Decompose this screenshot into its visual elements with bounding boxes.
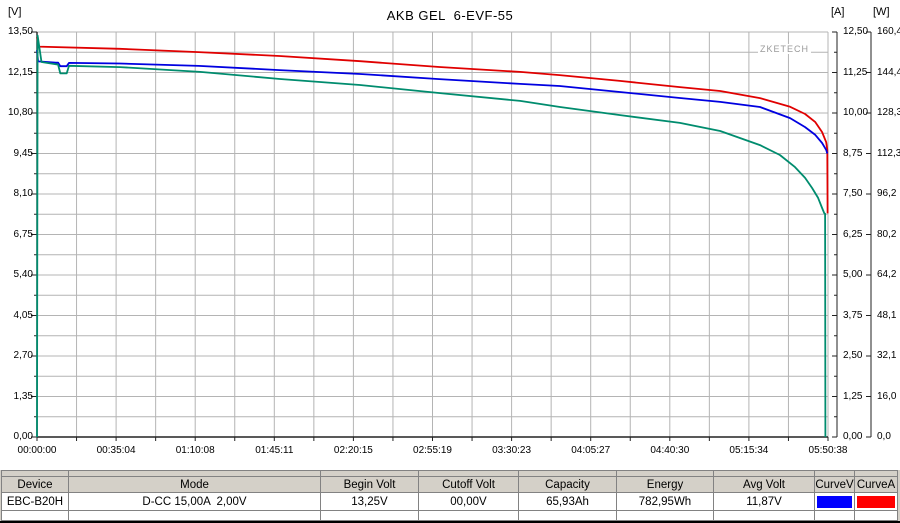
curve-a-swatch [857, 495, 895, 508]
empty-cell [814, 510, 855, 521]
a-axis-tick-label: 2,50 [843, 350, 863, 361]
w-axis-tick-label: 128,3 [877, 107, 900, 118]
value-cell-mode: D-CC 15,00A 2,00V [68, 492, 321, 511]
a-axis-tick-label: 6,25 [843, 228, 863, 240]
value-cell-capacity: 65,93Ah [518, 492, 617, 511]
value-cell-device: EBC-B20H [1, 492, 69, 511]
a-axis-unit-label: [A] [831, 6, 845, 18]
v-axis-tick-label: 13,50 [7, 26, 33, 37]
empty-cell [1, 510, 69, 521]
w-axis-unit-label: [W] [873, 6, 890, 18]
empty-cell [320, 510, 419, 521]
v-axis-tick-label: 12,15 [7, 66, 33, 78]
w-axis-tick-label: 32,1 [877, 350, 897, 361]
column-header-capacity: Capacity [518, 476, 617, 493]
a-axis-tick-label: 1,25 [843, 390, 863, 402]
w-axis-tick-label: 144,4 [877, 66, 900, 78]
a-axis-tick-label: 10,00 [843, 107, 869, 118]
curve-a-swatch-cell [854, 492, 898, 511]
empty-cell [518, 510, 617, 521]
CurveW-power [36, 34, 827, 438]
x-axis-tick-label: 04:05:27 [571, 445, 611, 456]
v-axis-unit-label: [V] [8, 6, 22, 18]
chart-area: [V] [A] [W] AKB GEL 6-EVF-55 ZKETECH 13,… [7, 6, 900, 456]
x-axis-tick-label: 01:10:08 [175, 445, 215, 456]
x-axis-tick-label: 03:30:23 [492, 445, 532, 456]
w-axis-tick-label: 48,1 [877, 309, 897, 321]
a-axis-tick-label: 3,75 [843, 309, 863, 321]
v-axis-tick-label: 2,70 [13, 350, 33, 361]
empty-cell [616, 510, 714, 521]
x-axis-tick-label: 05:50:38 [808, 445, 848, 456]
results-panel: Device Mode Begin Volt Cutoff Volt Capacity E… [0, 470, 900, 523]
curve-v-swatch [817, 495, 852, 508]
empty-cell [68, 510, 321, 521]
value-cell-energy: 782,95Wh [616, 492, 714, 511]
w-axis-tick-label: 96,2 [877, 188, 897, 199]
w-axis-tick-label: 112,3 [877, 147, 900, 159]
results-table: Device Mode Begin Volt Cutoff Volt Capacity E… [1, 470, 898, 521]
empty-cell [418, 510, 519, 521]
a-axis-tick-label: 0,00 [843, 431, 863, 442]
v-axis-tick-label: 8,10 [13, 188, 33, 199]
a-axis-tick-label: 5,00 [843, 269, 863, 280]
CurveV-voltage [36, 49, 829, 154]
value-cell-avg-volt: 11,87V [713, 492, 815, 511]
column-header-begin-volt: Begin Volt [320, 476, 419, 493]
v-axis-tick-label: 5,40 [13, 269, 33, 280]
x-axis-tick-label: 00:00:00 [17, 445, 57, 456]
w-axis-tick-label: 64,2 [877, 269, 897, 280]
x-axis-tick-label: 01:45:11 [255, 445, 294, 456]
table-header-row: Device Mode Begin Volt Cutoff Volt Capacity E… [1, 476, 898, 493]
a-axis-tick-label: 12,50 [843, 26, 869, 37]
a-axis-tick-label: 11,25 [843, 66, 868, 78]
chart-title: AKB GEL 6-EVF-55 [386, 8, 514, 23]
column-header-device: Device [1, 476, 69, 493]
v-axis-tick-label: 4,05 [13, 309, 33, 321]
w-axis-tick-label: 16,0 [877, 390, 897, 402]
empty-cell [854, 510, 898, 521]
column-header-curvea: CurveA [854, 476, 898, 493]
v-axis-tick-label: 10,80 [7, 107, 33, 118]
zketech-watermark: ZKETECH [758, 44, 812, 54]
table-data-row: EBC-B20H D-CC 15,00A 2,00V 13,25V 00,00V 65,… [1, 492, 898, 511]
value-cell-cutoff-volt: 00,00V [418, 492, 519, 511]
x-axis-tick-label: 05:15:34 [729, 445, 769, 456]
column-header-avg-volt: Avg Volt [713, 476, 815, 493]
column-header-cutoff-volt: Cutoff Volt [418, 476, 519, 493]
a-axis-tick-label: 7,50 [843, 188, 863, 199]
v-axis-tick-label: 0,00 [13, 431, 33, 442]
column-header-curvev: CurveV [814, 476, 855, 493]
table-spacer-row [1, 470, 898, 477]
x-axis-tick-label: 00:35:04 [96, 445, 136, 456]
w-axis-tick-label: 0,0 [877, 431, 891, 442]
value-cell-begin-volt: 13,25V [320, 492, 419, 511]
w-axis-tick-label: 80,2 [877, 228, 897, 240]
CurveA-current [36, 36, 829, 214]
v-axis-tick-label: 9,45 [13, 147, 33, 159]
empty-cell [713, 510, 815, 521]
w-axis-tick-label: 160,4 [877, 26, 900, 37]
column-header-energy: Energy [616, 476, 714, 493]
x-axis-tick-label: 02:55:19 [413, 445, 452, 456]
v-axis-tick-label: 1,35 [13, 390, 33, 402]
curve-v-swatch-cell [814, 492, 855, 511]
v-axis-tick-label: 6,75 [13, 228, 33, 240]
plot-canvas [31, 31, 872, 441]
column-header-mode: Mode [68, 476, 321, 493]
a-axis-tick-label: 8,75 [843, 147, 863, 159]
x-axis-tick-label: 02:20:15 [333, 445, 373, 456]
x-axis-tick-label: 04:40:30 [650, 445, 690, 456]
table-empty-row [1, 510, 898, 521]
